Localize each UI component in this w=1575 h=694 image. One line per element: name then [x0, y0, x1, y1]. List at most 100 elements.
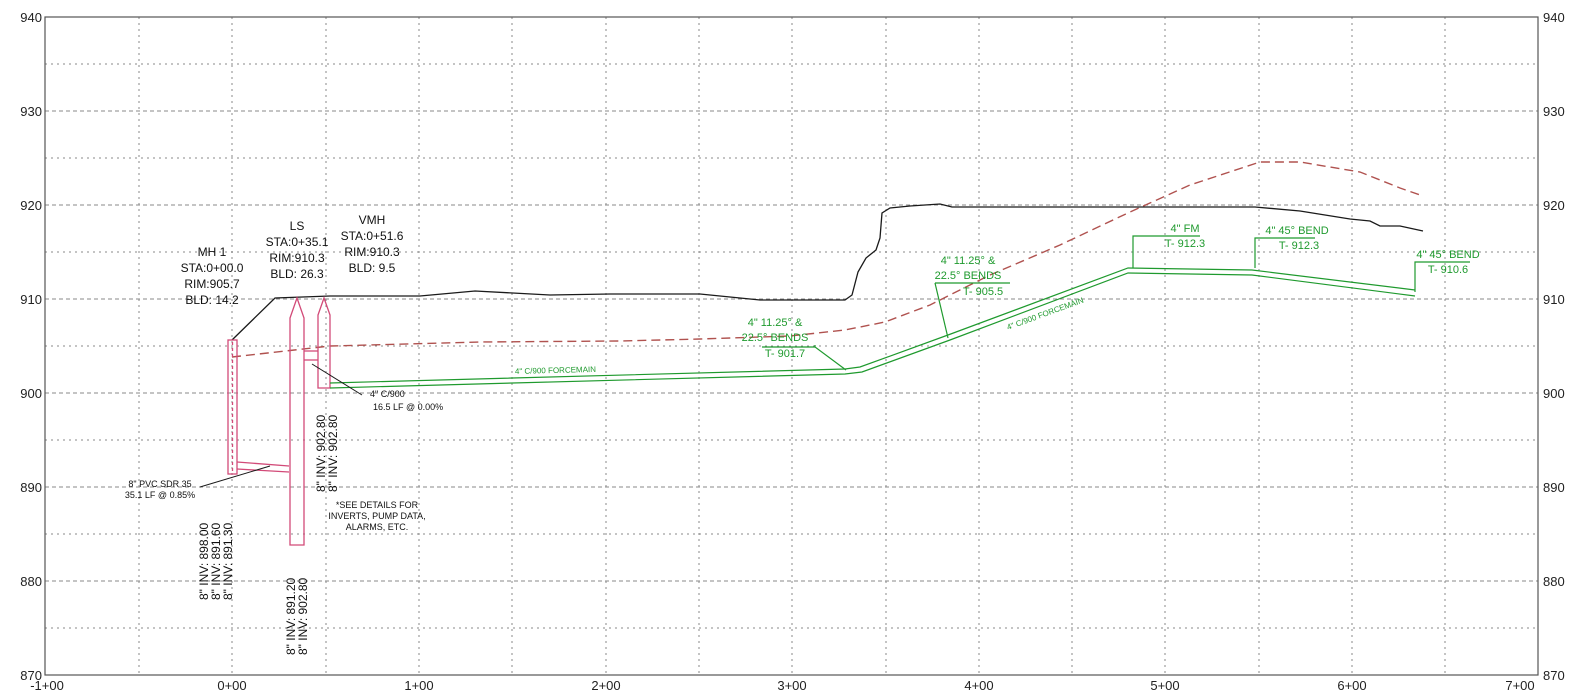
c900-leader	[311, 363, 363, 396]
bend4-leader	[1414, 261, 1470, 292]
x-label: 3+00	[777, 678, 806, 693]
y-label-right: 890	[1543, 480, 1565, 495]
pvc-leader	[199, 465, 271, 488]
ls-rim: RIM:910.3	[269, 251, 325, 265]
y-label-right: 930	[1543, 104, 1565, 119]
bend4-label: 4" 45° BEND T- 910.6	[1416, 249, 1479, 276]
y-axis-left: 940 930 920 910 900 890 880 870	[20, 10, 42, 683]
mh1-pipe-top	[236, 461, 290, 467]
pvc-pipe-label: 8" PVC SDR 35 35.1 LF @ 0.85%	[125, 479, 195, 500]
mh1-rim: RIM:905.7	[184, 277, 240, 291]
y-label-left: 920	[20, 198, 42, 213]
bend3-top: T- 912.3	[1279, 240, 1319, 252]
y-label-right: 900	[1543, 386, 1565, 401]
mh1-name: MH 1	[198, 245, 227, 259]
y-label-left: 910	[20, 292, 42, 307]
vmh-name: VMH	[359, 213, 386, 227]
c900-pipe-label: 4" C/900 16.5 LF @ 0.00%	[370, 389, 443, 412]
vmh-rim: RIM:910.3	[344, 245, 400, 259]
ls-station: STA:0+35.1	[266, 235, 329, 249]
mh1-invert-labels: 8" INV: 898.00 8" INV: 891.60 8" INV: 89…	[197, 522, 235, 600]
mh1-manhole	[227, 339, 238, 475]
fm-top-label: 4" FM T- 912.3	[1165, 223, 1205, 250]
bend1-type: 22.5° BENDS	[742, 332, 809, 344]
bend2-type: 22.5° BENDS	[935, 270, 1002, 282]
forcemain-label-1: 4" C/900 FORCEMAIN	[515, 365, 597, 376]
y-label-right: 920	[1543, 198, 1565, 213]
y-label-left: 880	[20, 574, 42, 589]
vmh-invert-2: 8" INV: 902.80	[326, 414, 340, 492]
mh1-structure	[227, 339, 290, 475]
ls-bld: BLD: 26.3	[270, 267, 324, 281]
proposed-ground-line	[231, 161, 1424, 358]
pvc-pipe-size: 8" PVC SDR 35	[128, 479, 191, 489]
callout-leaders	[199, 363, 363, 488]
forcemain	[329, 235, 1470, 389]
bend1-size: 4" 11.25° &	[748, 317, 803, 329]
bend2-label: 4" 11.25° & 22.5° BENDS T- 905.5	[935, 255, 1004, 298]
details-note-line-2: INVERTS, PUMP DATA,	[328, 511, 425, 521]
forcemain-line-bottom	[329, 272, 1416, 389]
vmh-structure	[317, 296, 331, 389]
details-note: *SEE DETAILS FOR INVERTS, PUMP DATA, ALA…	[328, 500, 425, 532]
vmh-valve-vault	[317, 296, 331, 389]
ls-wetwell	[289, 296, 305, 546]
drawing-border	[44, 16, 1539, 676]
mh1-station: STA:0+00.0	[181, 261, 244, 275]
y-label-left: 870	[20, 668, 42, 683]
y-label-right: 940	[1543, 10, 1565, 25]
fm-top-leader	[1132, 235, 1200, 268]
bend1-label: 4" 11.25° & 22.5° BENDS T- 901.7	[742, 317, 809, 360]
x-label: 7+00	[1505, 678, 1534, 693]
bend2-size: 4" 11.25° &	[941, 255, 996, 267]
y-label-left: 890	[20, 480, 42, 495]
y-label-right: 910	[1543, 292, 1565, 307]
bend2-top: T- 905.5	[963, 286, 1003, 298]
bend4-size: 4" 45° BEND	[1416, 249, 1479, 261]
bend2-leader	[934, 282, 949, 339]
bend3-size: 4" 45° BEND	[1265, 225, 1328, 237]
bend3-label: 4" 45° BEND T- 912.3	[1265, 225, 1328, 252]
y-axis-right: 940 930 920 910 900 890 880 870	[1543, 10, 1565, 683]
fm-top-elev: T- 912.3	[1165, 238, 1205, 250]
ls-invert-2: 8" INV: 902.80	[296, 577, 310, 655]
bend3-leader	[1254, 237, 1315, 268]
y-label-right: 870	[1543, 668, 1565, 683]
ls-label: LS STA:0+35.1 RIM:910.3 BLD: 26.3	[266, 219, 329, 281]
mh1-label: MH 1 STA:0+00.0 RIM:905.7 BLD: 14.2	[181, 245, 244, 307]
details-note-line-1: *SEE DETAILS FOR	[336, 500, 419, 510]
fm-top-size: 4" FM	[1171, 223, 1200, 235]
ls-name: LS	[290, 219, 305, 233]
vmh-invert-1: 8" INV: 902.80	[314, 414, 328, 492]
ls-invert-labels: 8" INV: 891.20 8" INV: 902.80	[284, 577, 310, 655]
mh1-pipe-bottom	[236, 468, 290, 473]
c900-pipe-length: 16.5 LF @ 0.00%	[373, 402, 443, 412]
y-label-left: 900	[20, 386, 42, 401]
mh1-invert-1: 8" INV: 898.00	[197, 522, 211, 600]
x-axis: -1+00 0+00 1+00 2+00 3+00 4+00 5+00 6+00…	[30, 678, 1534, 693]
x-label: 5+00	[1150, 678, 1179, 693]
existing-ground-line	[231, 203, 1424, 341]
vmh-bld: BLD: 9.5	[349, 261, 396, 275]
ls-structure	[289, 296, 318, 546]
bend4-top: T- 910.6	[1428, 264, 1468, 276]
vmh-invert-labels: 8" INV: 902.80 8" INV: 902.80	[314, 414, 340, 492]
ls-invert-1: 8" INV: 891.20	[284, 577, 298, 655]
x-label: 6+00	[1337, 678, 1366, 693]
pvc-pipe-length: 35.1 LF @ 0.85%	[125, 490, 195, 500]
bend1-top: T- 901.7	[765, 348, 805, 360]
mh1-bld: BLD: 14.2	[185, 293, 239, 307]
c900-pipe-size: 4" C/900	[370, 389, 405, 399]
y-label-left: 940	[20, 10, 42, 25]
mh1-invert-3: 8" INV: 891.30	[221, 522, 235, 600]
x-label: 2+00	[591, 678, 620, 693]
y-label-left: 930	[20, 104, 42, 119]
mh1-invert-2: 8" INV: 891.60	[209, 522, 223, 600]
details-note-line-3: ALARMS, ETC.	[346, 522, 409, 532]
x-label: 0+00	[217, 678, 246, 693]
y-label-right: 880	[1543, 574, 1565, 589]
x-label: 4+00	[964, 678, 993, 693]
vmh-station: STA:0+51.6	[341, 229, 404, 243]
x-label: 1+00	[404, 678, 433, 693]
